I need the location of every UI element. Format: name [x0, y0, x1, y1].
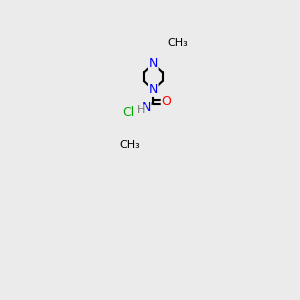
Text: O: O	[161, 95, 171, 108]
Text: N: N	[142, 101, 151, 115]
Text: CH₃: CH₃	[120, 140, 140, 150]
Text: Cl: Cl	[122, 106, 134, 119]
Text: CH₃: CH₃	[168, 38, 188, 48]
Text: H: H	[137, 105, 145, 115]
Text: N: N	[148, 83, 158, 96]
Text: N: N	[148, 57, 158, 70]
